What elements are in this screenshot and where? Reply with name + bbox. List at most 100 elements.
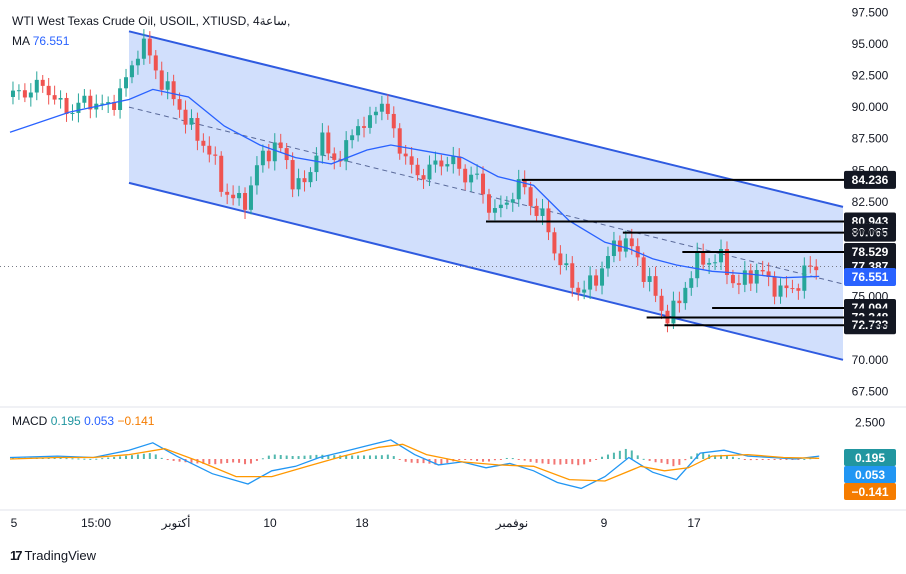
y-tick-label: 80.000	[852, 226, 889, 240]
macd-histogram-bar	[708, 454, 711, 459]
candle-body	[243, 192, 248, 210]
macd-histogram-bar	[244, 459, 247, 465]
macd-histogram-bar	[630, 450, 633, 459]
candle-body	[397, 128, 402, 154]
candle-body	[814, 266, 819, 271]
macd-histogram-bar	[226, 459, 229, 464]
level-label-3: 78.529	[844, 243, 896, 262]
macd-value-label-0: 0.195	[844, 449, 896, 466]
macd-histogram-bar	[368, 455, 371, 459]
macd-histogram-bar	[809, 458, 812, 460]
candle-body	[719, 249, 724, 263]
macd-histogram-bar	[53, 457, 56, 459]
macd-histogram-bar	[725, 455, 728, 459]
macd-legend[interactable]: MACD 0.195 0.053 −0.141	[12, 414, 154, 428]
candle-body	[409, 156, 414, 165]
candle-body	[576, 287, 581, 293]
macd-histogram-bar	[95, 458, 98, 460]
macd-histogram-bar	[440, 459, 443, 465]
macd-histogram-bar	[720, 454, 723, 459]
macd-value-label-text: −0.141	[851, 485, 888, 499]
candle-body	[82, 95, 87, 103]
candle-body	[546, 208, 551, 233]
candle-body	[171, 81, 176, 100]
x-tick-label: 15:00	[81, 516, 111, 530]
macd-histogram-bar	[202, 459, 205, 464]
candle-body	[540, 208, 545, 216]
candle-body	[58, 97, 63, 100]
candle-body	[46, 85, 51, 96]
macd-histogram-bar	[803, 458, 806, 460]
macd-histogram-bar	[119, 456, 122, 459]
macd-histogram-bar	[482, 459, 485, 462]
y-tick-label: 75.000	[852, 290, 889, 304]
candle-body	[189, 118, 194, 125]
candle-body	[314, 155, 319, 173]
macd-histogram-bar	[178, 459, 181, 462]
y-tick-label: 72.500	[852, 321, 889, 335]
candle-body	[332, 153, 337, 160]
macd-histogram-bar	[309, 455, 312, 459]
tradingview-logo-icon: 17	[10, 548, 23, 563]
macd-histogram-bar	[172, 459, 175, 461]
macd-histogram-bar	[136, 454, 139, 459]
ma-line	[9, 88, 820, 279]
candle-body	[225, 191, 230, 195]
chart-title-text: WTI West Texas Crude Oil, USOIL, XTIUSD,…	[12, 14, 291, 28]
candle-body	[564, 263, 569, 266]
candle-body	[433, 160, 438, 165]
candle-body	[486, 194, 491, 213]
candle-body	[481, 173, 486, 195]
tradingview-logo[interactable]: 17 TradingView	[10, 548, 96, 563]
candle-body	[296, 178, 301, 190]
candle-body	[427, 164, 432, 180]
macd-histogram-bar	[297, 456, 300, 459]
macd-histogram-bar	[83, 458, 86, 460]
candle-body	[742, 270, 747, 285]
macd-histogram-bar	[785, 459, 788, 460]
candle-body	[391, 113, 396, 129]
macd-histogram-bar	[690, 456, 693, 459]
candle-body	[320, 132, 325, 156]
macd-histogram-bar	[303, 455, 306, 459]
macd-histogram-bar	[648, 459, 651, 461]
x-tick-label: 17	[687, 516, 701, 530]
macd-histogram-bar	[541, 459, 544, 464]
candle-body	[415, 164, 420, 176]
macd-histogram-bar	[797, 459, 800, 460]
candle-body	[730, 275, 735, 284]
candle-body	[219, 155, 224, 192]
macd-histogram-bar	[333, 455, 336, 459]
macd-histogram-bar	[261, 458, 264, 460]
macd-histogram-bar	[767, 459, 770, 460]
macd-value-label-1: 0.053	[844, 466, 896, 483]
level-label-bg	[844, 170, 896, 189]
macd-histogram-bar	[791, 459, 794, 460]
macd-legend-value-2: 0.053	[84, 414, 115, 428]
candle-body	[570, 263, 575, 288]
macd-histogram-bar	[398, 459, 401, 460]
candle-body	[207, 145, 212, 155]
macd-histogram-bar	[214, 459, 217, 465]
candle-body	[124, 77, 129, 89]
level-label-text: 72.733	[852, 318, 889, 332]
macd-histogram-bar	[190, 459, 193, 463]
macd-histogram-bar	[493, 459, 496, 461]
macd-histogram-bar	[755, 459, 758, 461]
macd-histogram-bar	[154, 454, 157, 459]
macd-histogram-bar	[624, 448, 627, 459]
macd-histogram-bar	[273, 454, 276, 459]
macd-histogram-bar	[761, 459, 764, 460]
macd-histogram-bar	[363, 455, 366, 459]
ma-legend[interactable]: MA 76.551	[12, 34, 69, 48]
candle-body	[52, 95, 57, 100]
candle-body	[278, 142, 283, 149]
chart-title: WTI West Texas Crude Oil, USOIL, XTIUSD,…	[12, 14, 290, 28]
macd-histogram-bar	[125, 455, 128, 459]
candle-body	[683, 287, 688, 304]
candle-body	[695, 252, 700, 279]
macd-histogram-bar	[535, 459, 538, 463]
candle-body	[754, 270, 759, 284]
x-tick-label: أكتوبر	[161, 515, 191, 530]
